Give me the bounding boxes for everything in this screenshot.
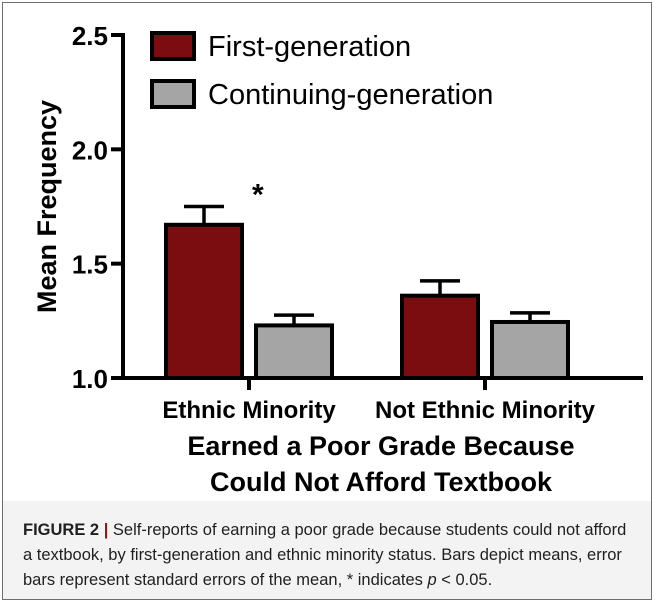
caption-text: Self-reports of earning a poor grade bec… (23, 521, 626, 589)
significance-star: * (252, 179, 264, 212)
y-tick-label: 1.5 (72, 250, 108, 280)
bar (254, 323, 334, 381)
caption-label: FIGURE 2 (23, 521, 100, 539)
y-tick-label: 2.0 (72, 135, 108, 165)
x-tick-label: Not Ethnic Minority (375, 397, 596, 424)
y-tick-label: 1.0 (72, 364, 108, 394)
bar (490, 319, 570, 380)
y-tick-label: 2.5 (72, 21, 108, 51)
bar-chart: 1.0 1.5 2.0 2.5 First-generation Continuing-… (32, 21, 643, 497)
legend-swatch (150, 31, 196, 61)
legend-swatch (150, 79, 196, 109)
figure-caption: FIGURE 2 | Self-reports of earning a poo… (3, 501, 651, 599)
legend-label: First-generation (208, 31, 411, 63)
chart-area: 1.0 1.5 2.0 2.5 First-generation Continuing-… (3, 3, 651, 501)
bar (400, 293, 480, 380)
legend-label: Continuing-generation (208, 79, 493, 111)
caption-text-end: < 0.05. (436, 571, 493, 589)
x-axis-title-line1: Earned a Poor Grade Because (187, 431, 574, 461)
y-axis-label: Mean Frequency (32, 100, 62, 313)
caption-p-symbol: p (427, 571, 437, 589)
x-tick-label: Ethnic Minority (162, 397, 336, 424)
caption-text-main: Self-reports of earning a poor grade bec… (23, 521, 627, 589)
bar (164, 222, 244, 380)
x-axis-title-line2: Could Not Afford Textbook (210, 467, 553, 497)
caption-separator: | (99, 521, 113, 539)
